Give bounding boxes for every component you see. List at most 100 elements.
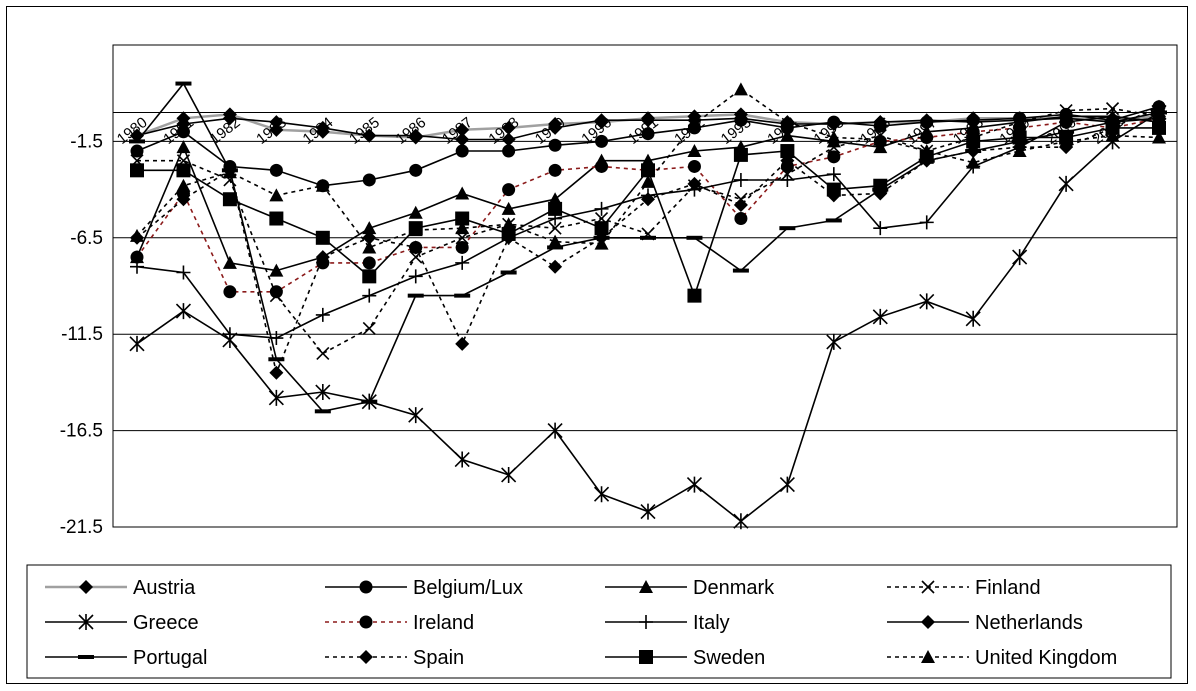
- data-point: [269, 188, 284, 202]
- data-point: [548, 259, 563, 274]
- data-point: [593, 486, 610, 503]
- data-point: [269, 285, 283, 299]
- data-point: [641, 127, 655, 141]
- data-point: [455, 132, 470, 147]
- legend-entry-denmark: Denmark: [605, 577, 775, 599]
- data-point: [501, 466, 517, 483]
- data-point: [129, 139, 145, 144]
- data-point: [734, 212, 748, 226]
- data-point: [130, 144, 144, 158]
- data-point: [269, 211, 284, 226]
- x-tick-label: 1981: [160, 114, 197, 148]
- data-point: [455, 186, 470, 200]
- data-point: [407, 293, 424, 298]
- data-point: [176, 192, 191, 207]
- data-point: [315, 384, 331, 401]
- data-point: [362, 321, 376, 335]
- legend-label: Belgium/Lux: [413, 577, 523, 599]
- data-point: [733, 82, 748, 96]
- legend-marker: [639, 650, 653, 664]
- data-point: [687, 117, 702, 131]
- x-tick-label: 1984: [300, 114, 337, 148]
- data-point: [733, 147, 748, 162]
- y-tick-label: -1.5: [70, 131, 103, 152]
- series-lines: [129, 81, 1167, 530]
- data-point: [408, 205, 423, 219]
- data-point: [966, 134, 981, 149]
- data-point: [920, 131, 934, 145]
- data-point: [454, 293, 471, 298]
- data-point: [268, 389, 284, 406]
- data-point: [1012, 130, 1027, 145]
- data-point: [733, 172, 748, 187]
- series-line-italy: [136, 115, 1160, 339]
- data-point: [501, 217, 516, 231]
- data-point: [1059, 134, 1074, 148]
- data-point: [501, 120, 516, 135]
- legend-entry-austria: Austria: [45, 577, 196, 599]
- data-point: [825, 218, 842, 223]
- data-point: [409, 250, 423, 264]
- legend-marker: [639, 580, 653, 593]
- data-point: [362, 230, 377, 245]
- data-point: [455, 122, 470, 137]
- data-point: [873, 132, 888, 146]
- data-point: [175, 81, 192, 86]
- x-tick-label: 1992: [671, 114, 708, 148]
- x-tick-label: 1983: [253, 114, 290, 148]
- data-point: [455, 144, 469, 158]
- data-point: [1105, 128, 1120, 142]
- legend-marker: [78, 655, 94, 659]
- plot-area: [112, 44, 1178, 528]
- data-point: [130, 163, 144, 178]
- data-point: [1152, 130, 1166, 144]
- data-point: [1012, 249, 1028, 266]
- data-point: [362, 288, 377, 303]
- data-point: [826, 167, 841, 182]
- data-point: [780, 128, 795, 142]
- legend-label: Sweden: [693, 647, 765, 669]
- data-point: [501, 201, 516, 215]
- data-point: [548, 234, 563, 248]
- data-point: [268, 357, 285, 362]
- legend-marker: [79, 580, 93, 594]
- data-point: [1059, 111, 1074, 126]
- data-point: [1152, 120, 1166, 135]
- data-point: [826, 182, 841, 197]
- data-point: [594, 201, 609, 216]
- legend-entry-spain: Spain: [325, 647, 464, 669]
- legend-entry-ireland: Ireland: [325, 612, 474, 634]
- data-point: [129, 335, 145, 352]
- data-point: [873, 178, 888, 193]
- legend-label: Netherlands: [975, 612, 1083, 634]
- legend-entry-sweden: Sweden: [605, 647, 765, 669]
- legend-label: Portugal: [133, 647, 208, 669]
- series-sweden: [130, 120, 1166, 303]
- y-tick-label: -21.5: [60, 517, 103, 538]
- legend-entry-portugal: Portugal: [45, 647, 208, 669]
- data-point: [1058, 175, 1074, 192]
- data-point: [687, 144, 702, 158]
- data-point: [595, 159, 609, 173]
- x-tick-label: 1986: [393, 114, 430, 148]
- legend-label: Denmark: [693, 577, 775, 599]
- data-point: [314, 409, 331, 414]
- grid-lines: [112, 44, 1178, 528]
- legend: Austria Belgium/Lux Denmark Finland Greece Ir…: [26, 564, 1172, 679]
- legend-marker: [359, 615, 373, 629]
- data-point: [826, 333, 842, 350]
- legend-entry-netherlands: Netherlands: [887, 612, 1083, 634]
- data-point: [1012, 144, 1027, 158]
- legend-marker: [639, 615, 653, 629]
- legend-marker: [78, 614, 94, 630]
- legend-marker: [921, 650, 935, 663]
- data-point: [501, 132, 516, 147]
- data-point: [408, 407, 424, 424]
- data-point: [222, 111, 237, 126]
- data-point: [222, 327, 237, 342]
- data-point: [176, 178, 191, 192]
- data-point: [454, 451, 470, 468]
- data-point: [176, 125, 190, 139]
- data-point: [269, 163, 283, 177]
